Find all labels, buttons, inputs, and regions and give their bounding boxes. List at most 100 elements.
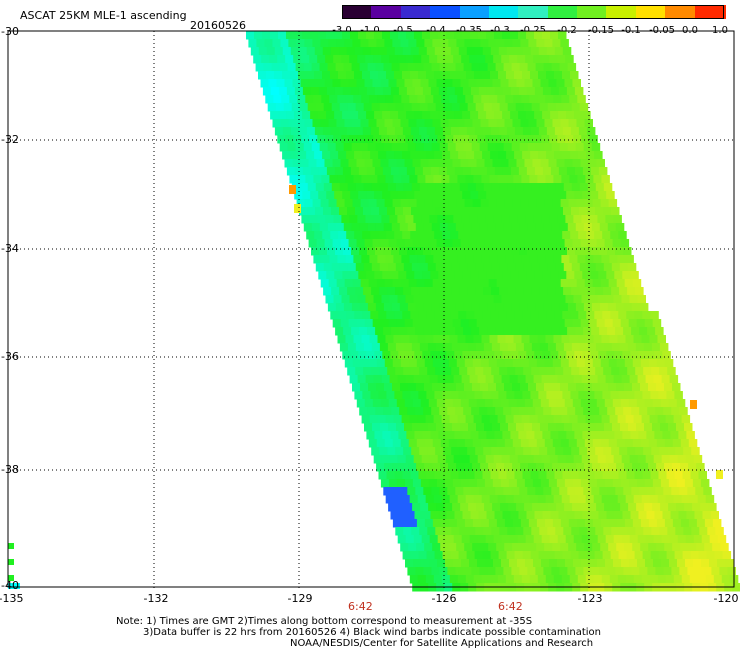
swath-cell (318, 111, 327, 120)
swath-cell (479, 303, 489, 312)
swath-cell (649, 415, 659, 424)
swath-cell (511, 143, 521, 152)
swath-cell (450, 311, 459, 320)
swath-cell (496, 463, 505, 472)
swath-cell (469, 215, 478, 224)
swath-cell (602, 551, 612, 560)
swath-cell (304, 199, 314, 208)
swath-cell (667, 367, 676, 376)
swath-cell (467, 183, 477, 192)
swath-cell (468, 479, 478, 488)
swath-cell (460, 399, 470, 408)
swath-cell (587, 447, 596, 456)
swath-cell (475, 207, 484, 216)
swath-cell (464, 199, 474, 208)
swath-cell (341, 135, 350, 144)
swath-cell (525, 135, 534, 144)
swath-cell (372, 159, 381, 168)
swath-cell (503, 143, 513, 152)
swath-cell (435, 287, 444, 296)
swath-cell (357, 295, 366, 304)
swath-cell (454, 31, 463, 40)
swath-cell (386, 151, 395, 160)
swath-cell (362, 71, 371, 80)
swath-cell (376, 119, 385, 128)
swath-cell (534, 111, 543, 120)
swath-cell (430, 351, 439, 360)
swath-cell (350, 87, 360, 96)
swath-cell (451, 207, 460, 216)
swath-cell (362, 151, 371, 160)
swath-cell (452, 423, 461, 432)
swath-cell (422, 111, 431, 120)
swath-cell (420, 159, 429, 168)
swath-cell (569, 575, 579, 584)
swath-cell (411, 287, 420, 296)
swath-cell (270, 87, 280, 96)
swath-cell (596, 399, 606, 408)
swath-cell (431, 567, 440, 576)
swath-cell (586, 391, 595, 400)
swath-cell (627, 527, 636, 536)
swath-cell (288, 39, 297, 48)
swath-cell (539, 367, 548, 376)
swath-cell (599, 407, 608, 416)
swath-cell (435, 183, 445, 192)
swath-cell (352, 279, 362, 288)
swath-cell (415, 407, 424, 416)
swath-cell (337, 255, 346, 264)
swath-cell (491, 263, 501, 272)
swath-cell (494, 87, 504, 96)
swath-cell (425, 575, 435, 584)
swath-cell (619, 343, 629, 352)
swath-cell (277, 55, 286, 64)
swath-cell (555, 207, 564, 216)
swath-cell (492, 399, 502, 408)
swath-cell (553, 575, 563, 584)
swath-cell (315, 207, 324, 216)
swath-cell (482, 151, 491, 160)
swath-cell-highlight (716, 470, 723, 479)
swath-cell (284, 79, 293, 88)
swath-cell (721, 575, 731, 584)
swath-cell (569, 95, 578, 104)
swath-cell (595, 207, 604, 216)
swath-cell (634, 391, 643, 400)
swath-cell (374, 111, 383, 120)
swath-cell (416, 519, 426, 528)
swath-cell (555, 527, 564, 536)
swath-cell (390, 431, 399, 440)
swath-cell (675, 527, 684, 536)
swath-cell (387, 183, 397, 192)
swath-cell (700, 503, 709, 512)
swath-cell (397, 375, 407, 384)
swath-cell (653, 375, 663, 384)
swath-cell (485, 295, 494, 304)
swath-cell (557, 55, 566, 64)
swath-cell (610, 231, 619, 240)
swath-cell (373, 215, 382, 224)
swath-cell (361, 415, 371, 424)
swath-cell (512, 279, 522, 288)
swath-cell (520, 543, 529, 552)
swath-cell (296, 119, 305, 128)
swath-cell (326, 87, 336, 96)
swath-cell (512, 199, 522, 208)
swath-cell (256, 39, 265, 48)
swath-cell (416, 199, 426, 208)
swath-cell (636, 503, 645, 512)
swath-cell (441, 335, 450, 344)
swath-cell (638, 431, 647, 440)
swath-cell (646, 351, 655, 360)
swath-cell (437, 375, 447, 384)
swath-cell (526, 167, 536, 176)
graticule (8, 31, 734, 589)
swath-cell (562, 551, 572, 560)
swath-cell (566, 167, 576, 176)
swath-cell (529, 255, 538, 264)
swath-cell (492, 79, 501, 88)
swath-cell (427, 447, 436, 456)
swath-cell (322, 231, 331, 240)
swath-cell (453, 215, 462, 224)
swath-cell (680, 439, 690, 448)
